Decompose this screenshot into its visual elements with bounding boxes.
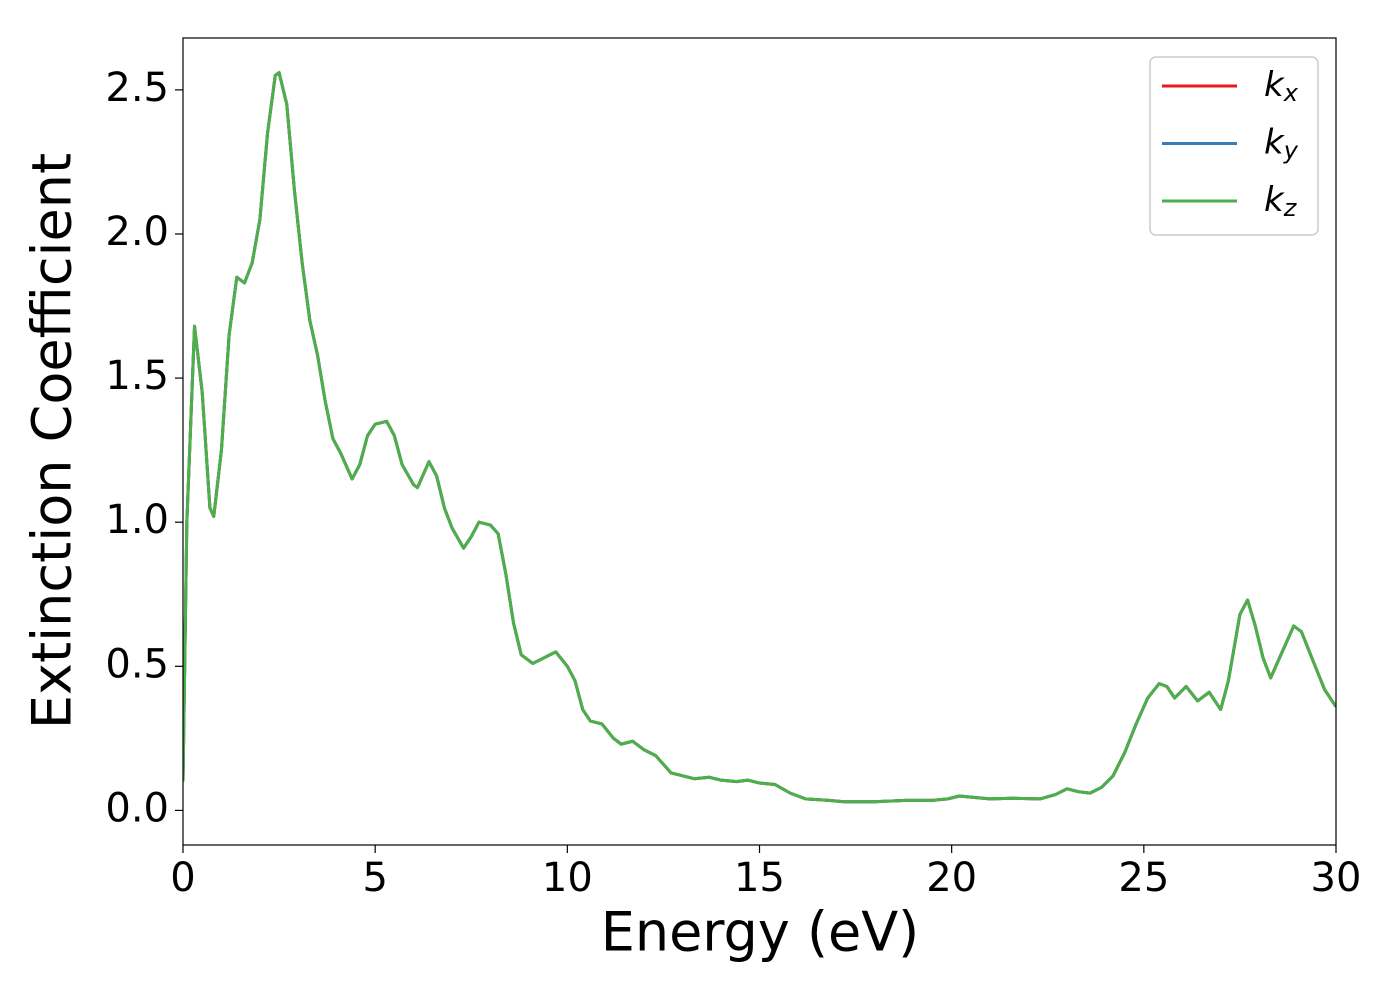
y-tick-label: 1.5 [105, 353, 169, 399]
y-tick-label: 0.5 [105, 641, 169, 687]
y-tick-label: 1.0 [105, 497, 169, 543]
y-tick-label: 2.0 [105, 209, 169, 255]
y-tick-label: 0.0 [105, 785, 169, 831]
x-tick-label: 10 [542, 855, 593, 901]
y-tick-label: 2.5 [105, 65, 169, 111]
x-tick-label: 20 [926, 855, 977, 901]
legend-label: kx [1264, 65, 1299, 108]
x-axis-label: Energy (eV) [601, 901, 920, 964]
y-axis-label: Extinction Coefficient [21, 153, 84, 729]
x-tick-label: 30 [1311, 855, 1362, 901]
x-tick-label: 0 [170, 855, 195, 901]
legend-label: kz [1264, 180, 1298, 223]
x-tick-label: 5 [362, 855, 387, 901]
legend-label: ky [1264, 122, 1299, 165]
plot-frame [182, 37, 1337, 846]
x-tick-label: 15 [734, 855, 785, 901]
x-tick-label: 25 [1118, 855, 1169, 901]
series-line [183, 71, 1336, 804]
legend-box [1149, 56, 1319, 236]
